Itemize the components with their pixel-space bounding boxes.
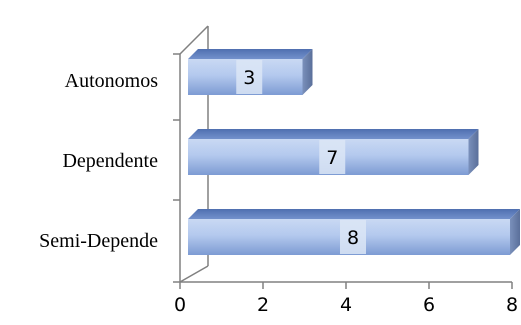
category-label: Semi-Depende: [39, 230, 158, 252]
category-label: Autonomos: [65, 70, 159, 92]
wall-bottom-edge: [179, 265, 209, 283]
bar-top-face: [188, 49, 313, 59]
x-tick-label: 2: [257, 294, 269, 316]
x-tick-label: 4: [340, 294, 352, 316]
data-label-box: [319, 140, 346, 174]
bar-side-face: [510, 209, 520, 255]
x-tick-label: 6: [423, 294, 435, 316]
data-label-box: [340, 220, 366, 254]
category-label: Dependente: [62, 150, 158, 172]
bar-top-face: [188, 209, 520, 219]
bar-side-face: [302, 49, 313, 95]
x-tick-label: 8: [506, 294, 518, 316]
data-label: 7: [326, 147, 338, 169]
labels: 0 2 4 6 8 3 Autonomos 7 Dependente 8 Semi-Depende: [39, 60, 518, 316]
bar-side-face: [468, 129, 479, 175]
wall-top-edge: [179, 25, 209, 55]
bars: [188, 49, 520, 255]
bar-top-face: [188, 129, 479, 139]
data-label-box: [236, 60, 263, 94]
data-label: 3: [243, 67, 255, 89]
data-label: 8: [347, 227, 359, 249]
x-tick-label: 0: [174, 294, 186, 316]
